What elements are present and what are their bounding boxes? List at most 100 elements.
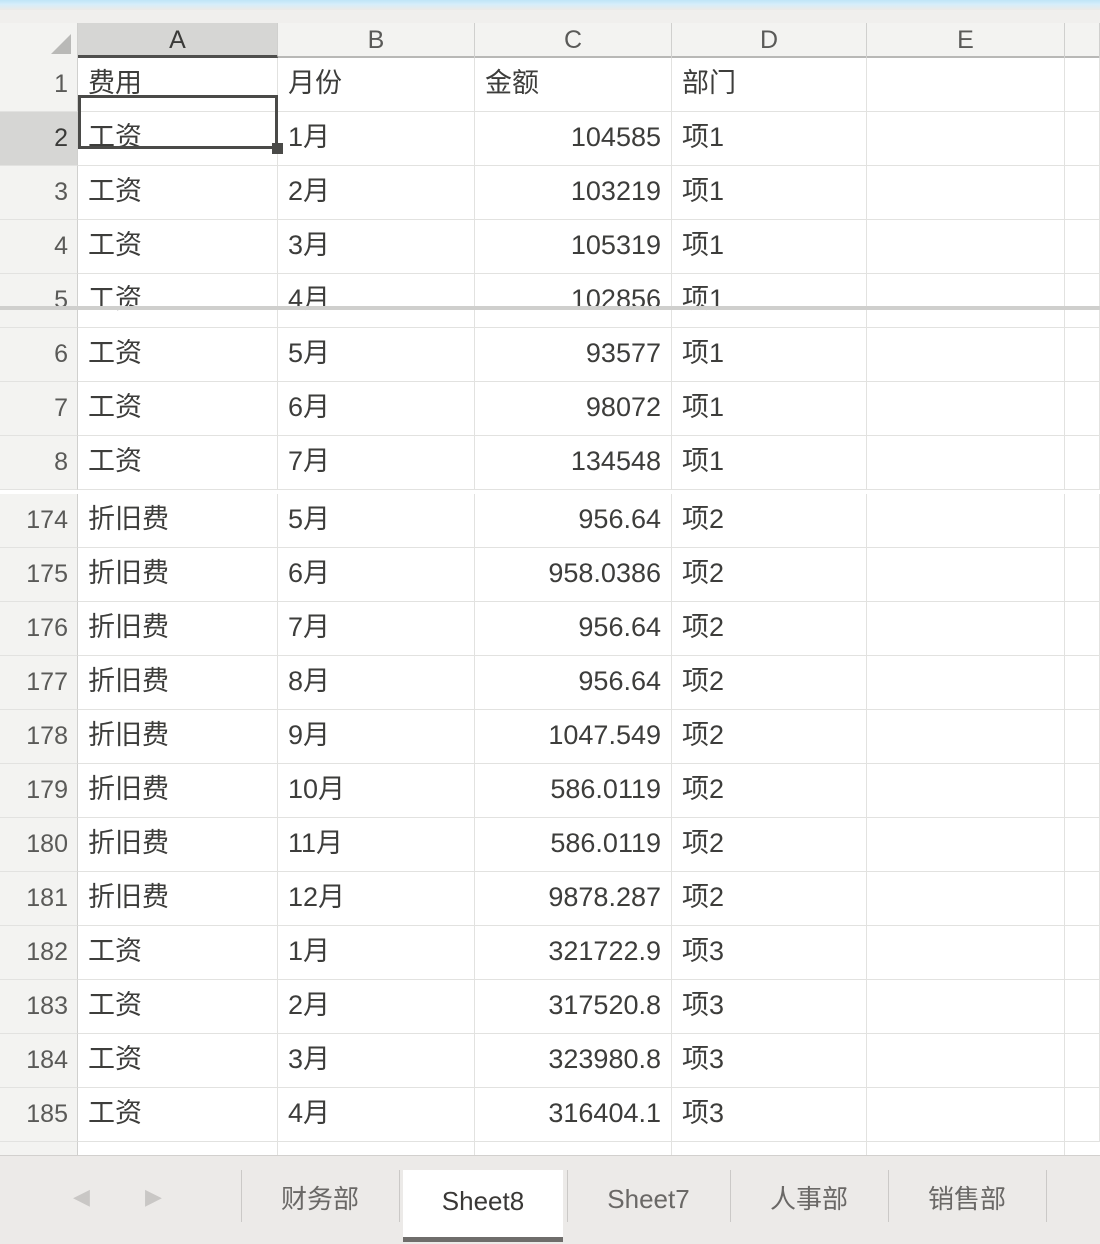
cell-A175[interactable]: 折旧费 — [78, 548, 278, 602]
row-header-175[interactable]: 175 — [0, 548, 78, 602]
cell-F177[interactable] — [1065, 656, 1100, 710]
cell-C181[interactable]: 9878.287 — [475, 872, 672, 926]
cell-F2[interactable] — [1065, 112, 1100, 166]
cell-D180[interactable]: 项2 — [672, 818, 867, 872]
cell-F183[interactable] — [1065, 980, 1100, 1034]
sheet-tab-销售部[interactable]: 销售部 — [927, 1184, 1006, 1214]
column-header-a[interactable]: A — [78, 23, 278, 58]
cell-E175[interactable] — [867, 548, 1065, 602]
sheet-nav-buttons[interactable]: ◀ ▶ — [55, 1174, 205, 1220]
cell-A183[interactable]: 工资 — [78, 980, 278, 1034]
cell-C183[interactable]: 317520.8 — [475, 980, 672, 1034]
active-cell-outline[interactable] — [78, 95, 278, 149]
row-header-174[interactable]: 174 — [0, 494, 78, 548]
cell-B176[interactable]: 7月 — [278, 602, 475, 656]
cell-E4[interactable] — [867, 220, 1065, 274]
cell-C185[interactable]: 316404.1 — [475, 1088, 672, 1142]
cell-C177[interactable]: 956.64 — [475, 656, 672, 710]
cell-B183[interactable]: 2月 — [278, 980, 475, 1034]
cell-A176[interactable]: 折旧费 — [78, 602, 278, 656]
cell-D8[interactable]: 项1 — [672, 436, 867, 490]
cell-C7[interactable]: 98072 — [475, 382, 672, 436]
cell-D1[interactable]: 部门 — [672, 58, 867, 112]
sheet-tab-人事部[interactable]: 人事部 — [769, 1184, 848, 1214]
cell-A177[interactable]: 折旧费 — [78, 656, 278, 710]
cell-C6[interactable]: 93577 — [475, 328, 672, 382]
cell-E180[interactable] — [867, 818, 1065, 872]
cell-C174[interactable]: 956.64 — [475, 494, 672, 548]
cell-A179[interactable]: 折旧费 — [78, 764, 278, 818]
cell-A181[interactable]: 折旧费 — [78, 872, 278, 926]
cell-E8[interactable] — [867, 436, 1065, 490]
cell-B182[interactable]: 1月 — [278, 926, 475, 980]
cell-B1[interactable]: 月份 — [278, 58, 475, 112]
row-header-1[interactable]: 1 — [0, 58, 78, 112]
cell-F180[interactable] — [1065, 818, 1100, 872]
row-header-176[interactable]: 176 — [0, 602, 78, 656]
cell-C180[interactable]: 586.0119 — [475, 818, 672, 872]
cell-B2[interactable]: 1月 — [278, 112, 475, 166]
cell-B174[interactable]: 5月 — [278, 494, 475, 548]
column-header-d[interactable]: D — [672, 23, 867, 58]
row-header-2[interactable]: 2 — [0, 112, 78, 166]
cell-B3[interactable]: 2月 — [278, 166, 475, 220]
cell-F3[interactable] — [1065, 166, 1100, 220]
cell-C182[interactable]: 321722.9 — [475, 926, 672, 980]
cell-E3[interactable] — [867, 166, 1065, 220]
cell-E177[interactable] — [867, 656, 1065, 710]
cell-A7[interactable]: 工资 — [78, 382, 278, 436]
row-header-184[interactable]: 184 — [0, 1034, 78, 1088]
cell-C179[interactable]: 586.0119 — [475, 764, 672, 818]
row-header-185[interactable]: 185 — [0, 1088, 78, 1142]
cell-E179[interactable] — [867, 764, 1065, 818]
cell-A1[interactable]: 费用 — [78, 58, 278, 112]
cell-D185[interactable]: 项3 — [672, 1088, 867, 1142]
cell-E183[interactable] — [867, 980, 1065, 1034]
cell-C176[interactable]: 956.64 — [475, 602, 672, 656]
cell-D174[interactable]: 项2 — [672, 494, 867, 548]
cell-F175[interactable] — [1065, 548, 1100, 602]
cell-D7[interactable]: 项1 — [672, 382, 867, 436]
cell-B179[interactable]: 10月 — [278, 764, 475, 818]
cell-D184[interactable]: 项3 — [672, 1034, 867, 1088]
cell-B180[interactable]: 11月 — [278, 818, 475, 872]
cell-A8[interactable]: 工资 — [78, 436, 278, 490]
cell-A178[interactable]: 折旧费 — [78, 710, 278, 764]
cell-D182[interactable]: 项3 — [672, 926, 867, 980]
column-header-b[interactable]: B — [278, 23, 475, 58]
cell-D4[interactable]: 项1 — [672, 220, 867, 274]
cell-E178[interactable] — [867, 710, 1065, 764]
cell-E184[interactable] — [867, 1034, 1065, 1088]
sheet-tab-sheet7[interactable]: Sheet7 — [607, 1184, 690, 1214]
cell-B4[interactable]: 3月 — [278, 220, 475, 274]
cell-C184[interactable]: 323980.8 — [475, 1034, 672, 1088]
cell-E6[interactable] — [867, 328, 1065, 382]
cell-B178[interactable]: 9月 — [278, 710, 475, 764]
cell-B5[interactable]: 4月 — [278, 274, 475, 328]
row-header-partial[interactable] — [0, 1142, 78, 1155]
cell-E7[interactable] — [867, 382, 1065, 436]
row-header-178[interactable]: 178 — [0, 710, 78, 764]
cell-E5[interactable] — [867, 274, 1065, 328]
cell-D175[interactable]: 项2 — [672, 548, 867, 602]
cell-B-partial[interactable] — [278, 1142, 475, 1155]
cell-D2[interactable]: 项1 — [672, 112, 867, 166]
chevron-right-icon[interactable]: ▶ — [145, 1184, 162, 1209]
row-header-7[interactable]: 7 — [0, 382, 78, 436]
row-header-179[interactable]: 179 — [0, 764, 78, 818]
cell-F174[interactable] — [1065, 494, 1100, 548]
cell-A5[interactable]: 工资 — [78, 274, 278, 328]
cell-B7[interactable]: 6月 — [278, 382, 475, 436]
cell-A-partial[interactable] — [78, 1142, 278, 1155]
cell-F6[interactable] — [1065, 328, 1100, 382]
row-header-181[interactable]: 181 — [0, 872, 78, 926]
cell-A4[interactable]: 工资 — [78, 220, 278, 274]
cell-C2[interactable]: 104585 — [475, 112, 672, 166]
cell-C178[interactable]: 1047.549 — [475, 710, 672, 764]
cell-A180[interactable]: 折旧费 — [78, 818, 278, 872]
cell-F185[interactable] — [1065, 1088, 1100, 1142]
cell-C4[interactable]: 105319 — [475, 220, 672, 274]
cell-D3[interactable]: 项1 — [672, 166, 867, 220]
cell-F182[interactable] — [1065, 926, 1100, 980]
cell-C8[interactable]: 134548 — [475, 436, 672, 490]
